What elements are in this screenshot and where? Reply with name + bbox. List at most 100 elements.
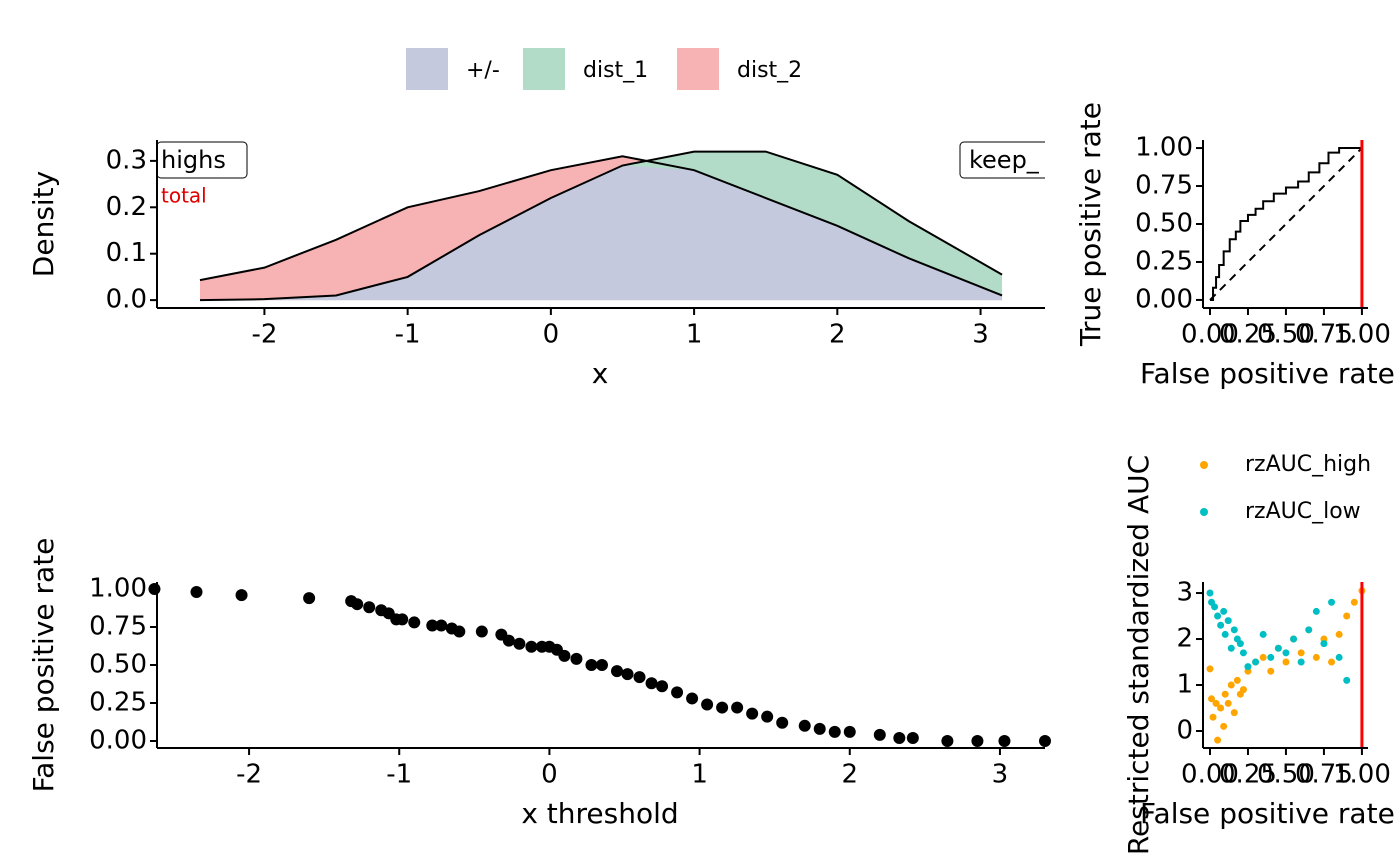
- y-tick-label: 0.75: [1135, 171, 1193, 201]
- point: [843, 725, 856, 738]
- x-tick-label: 2: [841, 760, 858, 790]
- point: [686, 692, 699, 705]
- legend-label: dist_2: [737, 58, 802, 83]
- point: [941, 735, 954, 748]
- y-tick-label: 1.00: [89, 573, 147, 603]
- x-tick-label: 1: [691, 760, 708, 790]
- point: [1220, 722, 1228, 730]
- reference-diagonal: [1209, 147, 1363, 301]
- panel: highs keep_total: [157, 141, 1045, 302]
- point: [716, 701, 729, 714]
- point: [701, 698, 714, 711]
- y-tick-label: 0.1: [106, 238, 147, 268]
- point: [396, 613, 409, 626]
- point: [761, 710, 774, 723]
- point: [1320, 640, 1328, 648]
- point: [621, 668, 634, 681]
- point: [1239, 649, 1247, 657]
- point: [828, 725, 841, 738]
- point: [798, 719, 811, 732]
- point: [1239, 686, 1247, 694]
- x-tick-label: 0.00: [1181, 760, 1239, 790]
- y-tick-label: 0.3: [106, 145, 147, 175]
- point: [190, 586, 203, 599]
- y-tick-label: 3: [1176, 578, 1193, 608]
- y-axis-title: Restricted standardized AUC: [1122, 455, 1155, 855]
- x-tick-label: 2: [829, 320, 846, 350]
- point: [971, 735, 984, 748]
- point: [906, 731, 919, 744]
- point: [893, 731, 906, 744]
- point: [1259, 630, 1267, 638]
- panel: [1209, 147, 1363, 301]
- y-tick-label: 0.75: [89, 611, 147, 641]
- point: [1236, 640, 1244, 648]
- density-line: [199, 155, 1003, 297]
- x-tick-label: 3: [992, 760, 1009, 790]
- point: [1290, 635, 1298, 643]
- panel: [148, 582, 1051, 748]
- y-tick-label: 0.50: [89, 650, 147, 680]
- point: [746, 707, 759, 720]
- point: [502, 634, 515, 647]
- point: [873, 728, 886, 741]
- density-line: [199, 150, 1003, 302]
- y-tick-label: 0.00: [89, 726, 147, 756]
- x-axis-title: False positive rate: [1140, 797, 1395, 830]
- legend-marker: [1200, 508, 1208, 516]
- point: [1343, 612, 1351, 620]
- x-tick-label: 0.50: [1257, 320, 1315, 350]
- point: [585, 659, 598, 671]
- x-axis-title: x: [592, 357, 609, 390]
- panel: [1206, 587, 1366, 744]
- point: [595, 659, 608, 671]
- y-axis-title: True positive rate: [1074, 102, 1107, 347]
- point: [1259, 653, 1267, 661]
- point: [303, 592, 316, 605]
- legend-marker: [1200, 461, 1208, 469]
- annotation-box: [959, 141, 1045, 179]
- legend-label: dist_1: [583, 58, 648, 83]
- x-tick-label: -2: [236, 760, 262, 790]
- point: [363, 601, 376, 614]
- point: [235, 589, 248, 602]
- x-tick-label: 0: [543, 320, 560, 350]
- y-tick-label: 0.00: [1135, 284, 1193, 314]
- point: [776, 716, 789, 729]
- y-tick-label: 0.25: [89, 688, 147, 718]
- point: [1217, 621, 1225, 629]
- x-tick-label: 0: [541, 760, 558, 790]
- point: [1221, 630, 1229, 638]
- x-tick-label: 0.25: [1219, 760, 1277, 790]
- point: [1221, 690, 1229, 698]
- point: [1297, 649, 1305, 657]
- x-tick-label: 3: [972, 320, 989, 350]
- point: [1212, 699, 1220, 707]
- point: [1297, 658, 1305, 666]
- x-tick-label: -1: [386, 760, 412, 790]
- point: [513, 637, 526, 650]
- x-tick-label: 1.00: [1333, 760, 1391, 790]
- legend-label: rzAUC_low: [1245, 499, 1361, 524]
- y-tick-label: 1.00: [1135, 133, 1193, 163]
- point: [1214, 612, 1222, 620]
- point: [1252, 658, 1260, 666]
- point: [731, 701, 744, 714]
- point: [1282, 649, 1290, 657]
- point: [1206, 589, 1214, 597]
- point: [1335, 653, 1343, 661]
- legend-label: rzAUC_high: [1245, 452, 1371, 477]
- legend-swatch: [523, 48, 565, 90]
- point: [1328, 598, 1336, 606]
- point: [570, 652, 583, 665]
- annotation-box: [157, 141, 248, 179]
- point: [426, 619, 439, 632]
- point: [1214, 736, 1222, 744]
- point: [1328, 658, 1336, 666]
- x-tick-label: 1.00: [1333, 320, 1391, 350]
- point: [1267, 653, 1275, 661]
- point: [453, 625, 466, 638]
- x-tick-label: 0.00: [1181, 320, 1239, 350]
- point: [813, 722, 826, 735]
